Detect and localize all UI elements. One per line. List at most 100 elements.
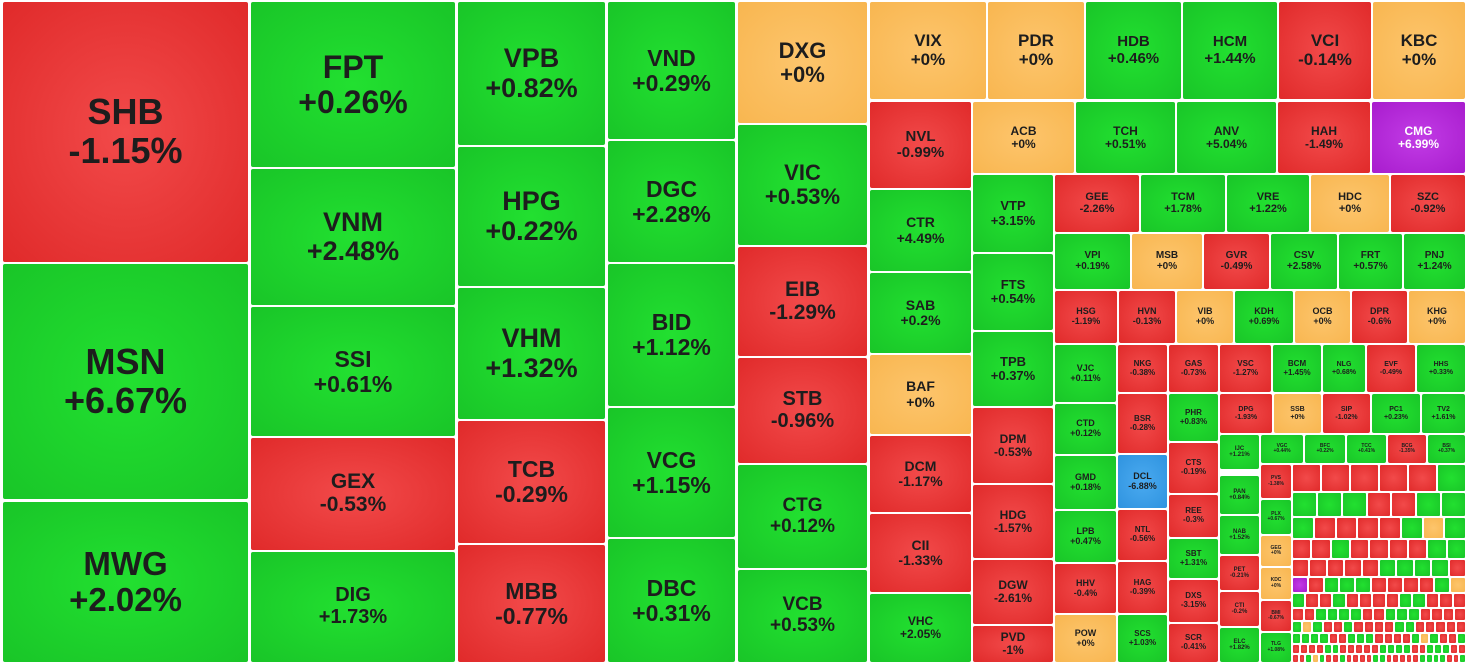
treemap-cell-vgc[interactable]: VGC +0.44% (1260, 434, 1304, 464)
small-tile[interactable] (1358, 654, 1366, 663)
small-tile[interactable] (1330, 539, 1350, 559)
small-tile[interactable] (1442, 644, 1451, 654)
treemap-cell-dxs[interactable]: DXS -3.15% (1168, 579, 1219, 623)
treemap-cell-nvl[interactable]: NVL -0.99% (869, 101, 972, 189)
small-tile[interactable] (1446, 539, 1466, 559)
small-tile[interactable] (1388, 539, 1408, 559)
small-tile[interactable] (1418, 577, 1435, 593)
small-tile[interactable] (1305, 654, 1313, 663)
treemap-cell-vhc[interactable]: VHC +2.05% (869, 593, 972, 663)
treemap-cell-dpm[interactable]: DPM -0.53% (972, 407, 1054, 484)
treemap-cell-dgc[interactable]: DGC +2.28% (607, 140, 736, 263)
small-tile[interactable] (1326, 608, 1339, 621)
small-tile[interactable] (1419, 654, 1426, 663)
small-tile[interactable] (1414, 621, 1426, 633)
small-tile[interactable] (1363, 644, 1372, 654)
small-tile[interactable] (1341, 492, 1367, 517)
treemap-cell-kbc[interactable]: KBC +0% (1372, 1, 1466, 100)
small-tile[interactable] (1371, 577, 1387, 593)
small-tile[interactable] (1379, 559, 1397, 577)
small-tile[interactable] (1447, 633, 1457, 644)
small-tile[interactable] (1322, 621, 1333, 633)
treemap-cell-cti[interactable]: CTI -0.2% (1219, 591, 1260, 627)
small-tile[interactable] (1384, 608, 1397, 621)
small-tile[interactable] (1420, 633, 1430, 644)
small-tile[interactable] (1350, 539, 1370, 559)
small-tile[interactable] (1346, 633, 1357, 644)
small-tile[interactable] (1459, 654, 1466, 663)
small-tile[interactable] (1301, 633, 1311, 644)
treemap-cell-vtp[interactable]: VTP +3.15% (972, 174, 1054, 253)
small-tile[interactable] (1307, 577, 1324, 593)
treemap-cell-pnj[interactable]: PNJ +1.24% (1403, 233, 1466, 290)
treemap-cell-bfc[interactable]: BFC +0.22% (1304, 434, 1346, 464)
treemap-cell-msb[interactable]: MSB +0% (1131, 233, 1203, 290)
treemap-cell-hcm[interactable]: HCM +1.44% (1182, 1, 1278, 100)
treemap-cell-hdc[interactable]: HDC +0% (1310, 174, 1390, 233)
small-tile[interactable] (1350, 608, 1362, 621)
small-tile[interactable] (1410, 644, 1419, 654)
small-tile[interactable] (1292, 608, 1304, 621)
small-tile[interactable] (1452, 593, 1466, 608)
small-tile[interactable] (1298, 654, 1306, 663)
small-tile[interactable] (1391, 492, 1417, 517)
treemap-cell-tlg[interactable]: TLG +1.08% (1260, 632, 1292, 663)
treemap-cell-acb[interactable]: ACB +0% (972, 101, 1075, 174)
small-tile[interactable] (1309, 559, 1327, 577)
treemap-cell-pow[interactable]: POW +0% (1054, 614, 1117, 663)
treemap-cell-bcg[interactable]: BCG -1.35% (1387, 434, 1427, 464)
small-tile[interactable] (1353, 621, 1364, 633)
treemap-cell-dpr[interactable]: DPR -0.6% (1351, 290, 1408, 344)
treemap-cell-vnm[interactable]: VNM +2.48% (250, 168, 456, 306)
small-tile[interactable] (1292, 593, 1306, 608)
small-tile[interactable] (1369, 539, 1389, 559)
small-tile[interactable] (1355, 577, 1372, 593)
treemap-cell-sab[interactable]: SAB +0.2% (869, 272, 972, 354)
small-tile[interactable] (1445, 621, 1456, 633)
treemap-cell-scr[interactable]: SCR -0.41% (1168, 623, 1219, 663)
small-tile[interactable] (1307, 644, 1316, 654)
small-tile[interactable] (1386, 577, 1403, 593)
treemap-cell-nkg[interactable]: NKG -0.38% (1117, 344, 1168, 393)
small-tile[interactable] (1326, 559, 1345, 577)
small-tile[interactable] (1408, 539, 1428, 559)
treemap-cell-kdc[interactable]: KDC +0% (1260, 567, 1292, 600)
small-tile[interactable] (1439, 654, 1446, 663)
treemap-cell-vic[interactable]: VIC +0.53% (737, 124, 868, 246)
small-tile[interactable] (1292, 559, 1310, 577)
small-tile[interactable] (1361, 559, 1379, 577)
treemap-cell-msn[interactable]: MSN +6.67% (2, 263, 249, 500)
treemap-cell-evf[interactable]: EVF -0.49% (1366, 344, 1416, 393)
small-tile[interactable] (1401, 633, 1412, 644)
small-tile[interactable] (1339, 577, 1356, 593)
small-tile[interactable] (1379, 644, 1387, 654)
treemap-cell-ijc[interactable]: IJC +1.21% (1219, 434, 1260, 470)
small-tile[interactable] (1331, 644, 1340, 654)
treemap-cell-dcm[interactable]: DCM -1.17% (869, 435, 972, 513)
small-tile[interactable] (1365, 633, 1375, 644)
small-tile[interactable] (1352, 654, 1359, 663)
small-tile[interactable] (1373, 621, 1385, 633)
treemap-cell-vib[interactable]: VIB +0% (1176, 290, 1234, 344)
treemap-cell-hah[interactable]: HAH -1.49% (1277, 101, 1371, 174)
treemap-cell-ntl[interactable]: NTL -0.56% (1117, 509, 1168, 561)
treemap-cell-geg[interactable]: GEG +0% (1260, 535, 1292, 567)
small-tile[interactable] (1292, 492, 1317, 517)
small-tile[interactable] (1344, 559, 1362, 577)
small-tile[interactable] (1363, 621, 1374, 633)
treemap-cell-bsr[interactable]: BSR -0.28% (1117, 393, 1168, 454)
small-tile[interactable] (1292, 621, 1303, 633)
treemap-cell-hdg[interactable]: HDG -1.57% (972, 484, 1054, 559)
small-tile[interactable] (1425, 654, 1433, 663)
small-tile[interactable] (1312, 621, 1323, 633)
small-tile[interactable] (1442, 608, 1455, 621)
small-tile[interactable] (1292, 464, 1321, 492)
small-tile[interactable] (1379, 464, 1408, 492)
treemap-cell-bid[interactable]: BID +1.12% (607, 263, 736, 407)
treemap-cell-ssi[interactable]: SSI +0.61% (250, 306, 456, 437)
small-tile[interactable] (1394, 644, 1403, 654)
small-tile[interactable] (1402, 644, 1411, 654)
treemap-cell-cii[interactable]: CII -1.33% (869, 513, 972, 593)
small-tile[interactable] (1316, 492, 1342, 517)
small-tile[interactable] (1392, 633, 1402, 644)
